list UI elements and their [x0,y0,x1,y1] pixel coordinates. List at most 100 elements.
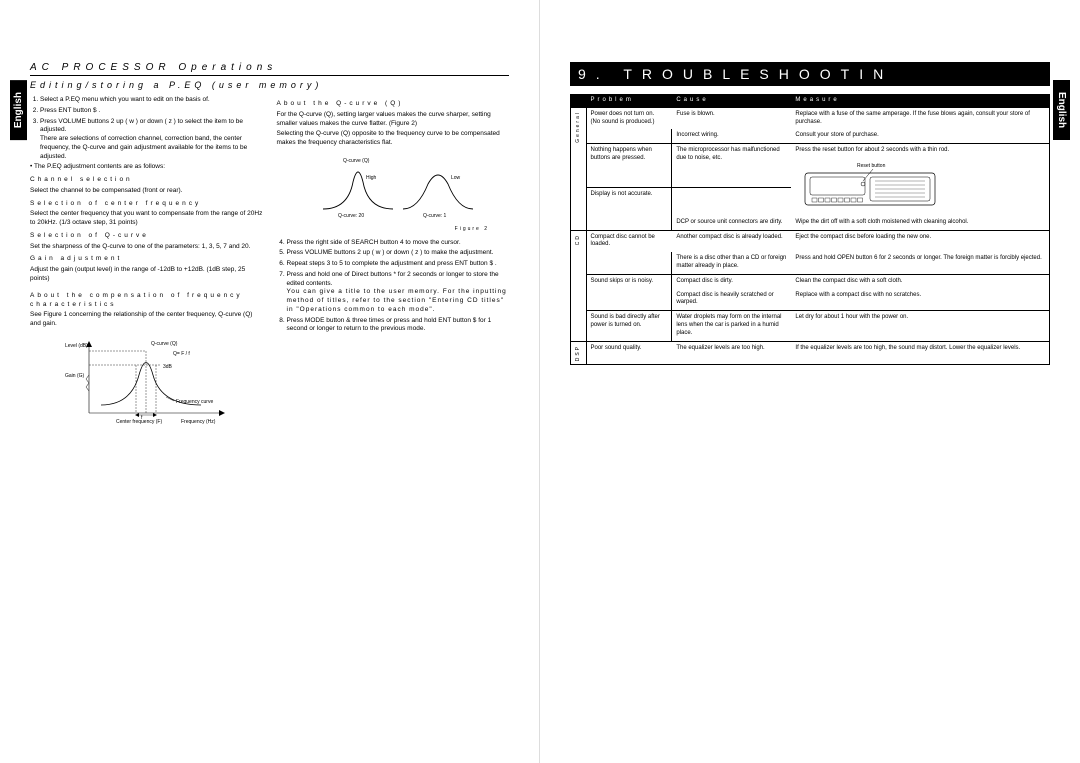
about-text: See Figure 1 concerning the relationship… [30,311,263,329]
measure-cell: Wipe the dirt off with a soft cloth mois… [791,216,1049,230]
step-2: Press ENT button $ . [40,107,263,116]
category-cell: DSP [571,341,587,364]
fig2-label-low: Low [451,175,461,181]
measure-cell: If the equalizer levels are too high, th… [791,341,1049,364]
step-3: Press VOLUME buttons 2 up ( w ) or down … [40,118,263,162]
table-row: Sound skips or is noisy.Compact disc is … [571,274,1049,289]
step-3-note: There are selections of correction chann… [40,135,263,161]
problem-cell [587,129,673,143]
fig2-label-q1: Q-curve: 1 [423,213,447,219]
hd-qcurve: Selection of Q-curve [30,232,263,241]
table-row: GeneralPower does not turn on.(No sound … [571,107,1049,130]
cause-cell: Incorrect wiring. [672,129,791,143]
problem-cell: Nothing happens when buttons are pressed… [587,143,673,187]
cause-cell: Fuse is blown. [672,107,791,130]
column-1: Select a P.EQ menu which you want to edi… [30,96,263,436]
svg-text:Reset button: Reset button [857,163,886,169]
cause-cell: The equalizer levels are too high. [672,341,791,364]
cause-cell: DCP or source unit connectors are dirty. [672,216,791,230]
qcurve-text: Set the sharpness of the Q-curve to one … [30,243,263,252]
th-problem: Problem [587,95,673,107]
measure-cell: Replace with a compact disc with no scra… [791,289,1049,311]
cause-cell: Water droplets may form on the internal … [672,310,791,340]
problem-cell [587,289,673,311]
table-row: DCP or source unit connectors are dirty.… [571,216,1049,230]
about-q-text2: Selecting the Q-curve (Q) opposite to th… [277,130,510,148]
left-page: English AC PROCESSOR Operations Editing/… [0,0,540,763]
fig1-label-centerf: Center frequency (F) [116,419,162,425]
problem-cell: Compact disc cannot be loaded. [587,230,673,253]
cause-cell: There is a disc other than a CD or forei… [672,252,791,274]
measure-cell: Press and hold OPEN button 6 for 2 secon… [791,252,1049,274]
measure-cell: Replace with a fuse of the same amperage… [791,107,1049,130]
troubleshooting-banner: 9. TROUBLESHOOTIN [570,62,1050,86]
fig1-label-qf: Q= F / f [173,351,190,357]
table-row: Compact disc is heavily scratched or war… [571,289,1049,311]
bullet-peq: • The P.EQ adjustment contents are as fo… [30,163,263,172]
fig1-label-freqcurve: Frequency curve [176,399,213,405]
center-text: Select the center frequency that you wan… [30,210,263,228]
measure-cell: Consult your store of purchase. [791,129,1049,143]
problem-cell: Sound skips or is noisy. [587,274,673,289]
cause-cell: Compact disc is dirty. [672,274,791,289]
figure-2: Q-curve (Q) High Q-curve: 20 Low Q-curve… [277,154,510,233]
cause-cell: Another compact disc is already loaded. [672,230,791,253]
subsection-title: Editing/storing a P.EQ (user memory) [30,80,509,90]
problem-cell: Poor sound quality. [587,341,673,364]
measure-cell: Eject the compact disc before loading th… [791,230,1049,253]
step-6: Repeat steps 3 to 5 to complete the adju… [287,260,510,269]
fig1-label-level: Level (dB) [65,343,88,349]
step-1: Select a P.EQ menu which you want to edi… [40,96,263,105]
problem-cell: Display is not accurate. [587,187,673,216]
cause-cell: Compact disc is heavily scratched or war… [672,289,791,311]
fig2-label-high: High [366,175,377,181]
fig2-caption: Figure 2 [277,226,510,233]
step-3-text: Press VOLUME buttons 2 up ( w ) or down … [40,118,243,134]
right-page: English 9. TROUBLESHOOTIN Problem Cause … [540,0,1080,763]
category-cell: CD [571,230,587,341]
problem-cell [587,252,673,274]
troubleshoot-table: Problem Cause Measure GeneralPower does … [570,94,1050,365]
cause-cell: The microprocessor has malfunctioned due… [672,143,791,187]
hd-channel: Channel selection [30,176,263,185]
step-7-note: You can give a title to the user memory.… [287,288,510,314]
th-measure: Measure [791,95,1049,107]
table-row: Nothing happens when buttons are pressed… [571,143,1049,187]
language-tab-right: English [1053,80,1070,140]
hd-center: Selection of center frequency [30,200,263,209]
about-q-text1: For the Q-curve (Q), setting larger valu… [277,111,510,129]
fig1-label-freqhz: Frequency (Hz) [181,419,216,425]
table-row: DSPPoor sound quality.The equalizer leve… [571,341,1049,364]
step-8: Press MODE button & three times or press… [287,317,510,335]
fig1-label-3db: 3dB [163,364,173,370]
category-cell: General [571,107,587,230]
step-7-text: Press and hold one of Direct buttons * f… [287,271,499,287]
problem-cell: Power does not turn on.(No sound is prod… [587,107,673,130]
fig1-label-qcurve: Q-curve (Q) [151,341,178,347]
step-4: Press the right side of SEARCH button 4 … [287,239,510,248]
problem-cell [587,216,673,230]
fig2-label-q20: Q-curve: 20 [338,213,364,219]
language-tab-left: English [10,80,27,140]
table-row: There is a disc other than a CD or forei… [571,252,1049,274]
fig1-label-gain: Gain (G) [65,373,85,379]
hd-about: About the compensation of frequency char… [30,292,263,310]
channel-text: Select the channel to be compensated (fr… [30,187,263,196]
measure-cell: Let dry for about 1 hour with the power … [791,310,1049,340]
hd-about-q: About the Q-curve (Q) [277,100,510,109]
cause-cell [672,187,791,216]
section-title: AC PROCESSOR Operations [30,62,509,76]
measure-cell: Press the reset button for about 2 secon… [791,143,1049,216]
column-2: About the Q-curve (Q) For the Q-curve (Q… [277,96,510,436]
hd-gain: Gain adjustment [30,255,263,264]
figure-1: Level (dB) Gain (G) Q-curve (Q) Q= F / f… [30,335,263,430]
step-7: Press and hold one of Direct buttons * f… [287,271,510,315]
th-cause: Cause [672,95,791,107]
measure-cell: Clean the compact disc with a soft cloth… [791,274,1049,289]
problem-cell: Sound is bad directly after power is tur… [587,310,673,340]
fig2-label-qcurve: Q-curve (Q) [343,158,370,164]
table-row: Sound is bad directly after power is tur… [571,310,1049,340]
table-row: Incorrect wiring.Consult your store of p… [571,129,1049,143]
table-row: CDCompact disc cannot be loaded.Another … [571,230,1049,253]
two-column-layout: Select a P.EQ menu which you want to edi… [30,96,509,436]
